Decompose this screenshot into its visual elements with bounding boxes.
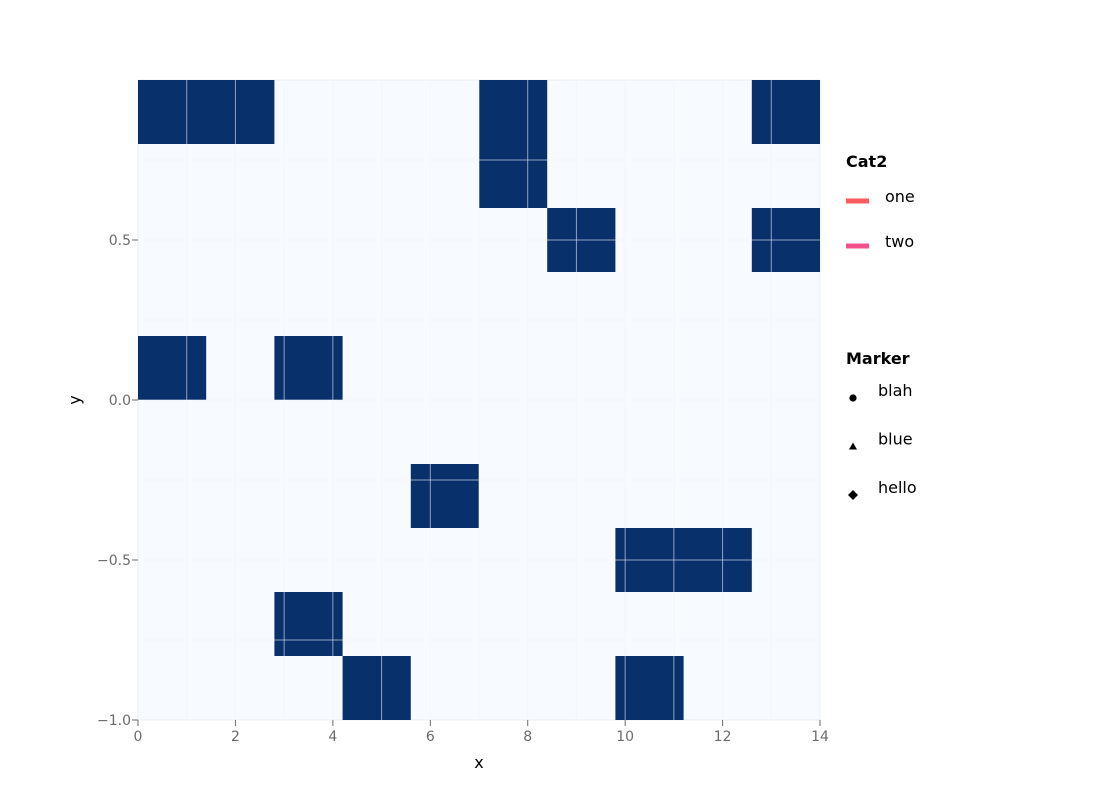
x-tick-label: 14 <box>811 729 829 745</box>
y-tick-label: 0.0 <box>109 393 131 409</box>
legend-cat2: Cat2 one two <box>846 152 915 251</box>
legend-label: two <box>885 232 914 251</box>
legend-marker-triangle <box>849 442 857 450</box>
y-tick-label: −0.5 <box>97 553 131 569</box>
x-tick-label: 0 <box>134 729 143 745</box>
legend-marker: Marker blah blue hello <box>846 349 917 500</box>
x-tick-label: 8 <box>523 729 532 745</box>
heatmap-cell <box>751 80 820 144</box>
x-tick-label: 2 <box>231 729 240 745</box>
legend-marker-circle <box>849 394 857 402</box>
heatmap-cell <box>479 80 548 208</box>
legend-marker-diamond <box>848 490 858 500</box>
legend-label: hello <box>878 478 917 497</box>
y-axis-title: y <box>65 395 84 404</box>
legend-label: blue <box>878 430 913 449</box>
x-tick-label: 4 <box>328 729 337 745</box>
heatmap-cell <box>138 80 275 144</box>
heatmap-cell <box>342 656 411 720</box>
x-tick-label: 10 <box>616 729 634 745</box>
y-tick-label: 0.5 <box>109 233 131 249</box>
heatmap-cell <box>615 656 684 720</box>
x-axis-title: x <box>474 753 483 772</box>
legend-label: blah <box>878 381 913 400</box>
legend-item[interactable]: hello <box>848 478 917 500</box>
heatmap-cells <box>138 80 820 720</box>
legend-item[interactable]: blue <box>849 430 913 450</box>
heatmap-cell <box>274 336 343 400</box>
legend-item[interactable]: one <box>846 187 915 206</box>
heatmap-cell <box>138 336 207 400</box>
legend-title: Cat2 <box>846 152 887 171</box>
legend-label: one <box>885 187 915 206</box>
legend-title: Marker <box>846 349 910 368</box>
y-tick-label: −1.0 <box>97 713 131 729</box>
legend-item[interactable]: blah <box>849 381 913 402</box>
axes: 0 2 4 6 8 10 12 14 −1.0 −0.5 0.0 0.5 <box>97 233 829 745</box>
legend-item[interactable]: two <box>846 232 914 251</box>
legends: Cat2 one two Marker blah blue hello <box>846 152 917 500</box>
heatmap-cell <box>274 592 343 656</box>
x-tick-label: 6 <box>426 729 435 745</box>
x-tick-label: 12 <box>714 729 732 745</box>
heatmap-cell <box>410 464 479 528</box>
